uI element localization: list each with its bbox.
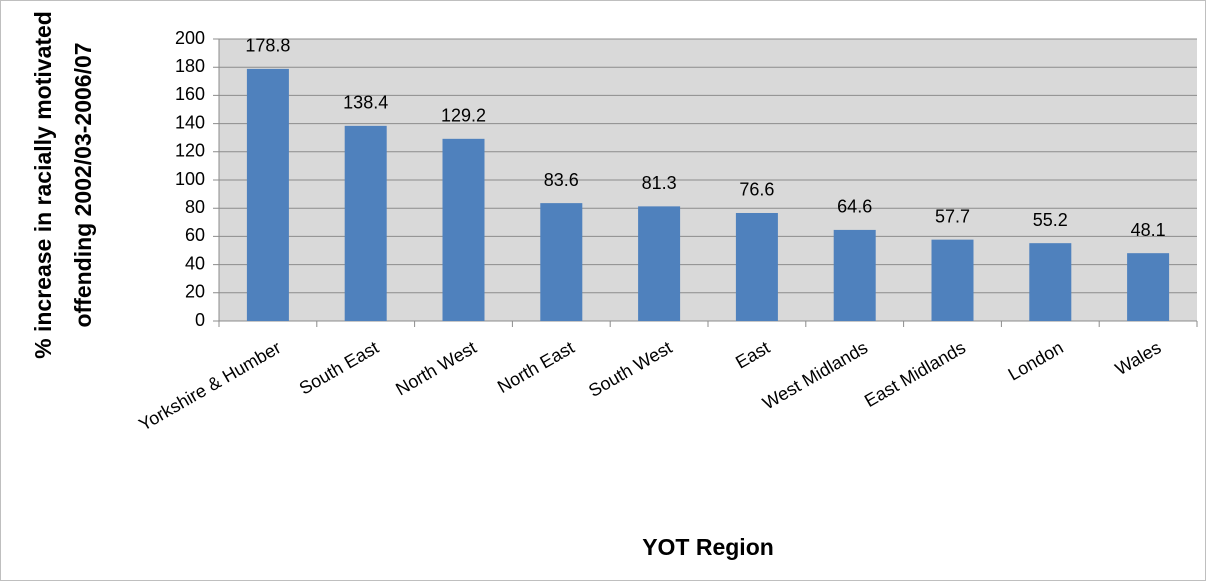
bar	[931, 239, 974, 321]
data-label: 64.6	[837, 197, 872, 217]
bar	[246, 68, 289, 321]
bar	[442, 138, 485, 321]
y-tick-label: 0	[195, 310, 205, 330]
data-label: 138.4	[343, 93, 388, 113]
data-label: 48.1	[1131, 220, 1166, 240]
y-axis-title: % increase in racially motivated	[30, 11, 56, 359]
bar	[1029, 243, 1072, 321]
y-tick-label: 100	[175, 169, 205, 189]
x-axis-title: YOT Region	[642, 534, 774, 560]
data-label: 178.8	[245, 36, 290, 56]
data-label: 81.3	[642, 173, 677, 193]
data-label: 129.2	[441, 106, 486, 126]
y-axis-title: offending 2002/03-2006/07	[70, 42, 96, 327]
y-tick-label: 140	[175, 112, 205, 132]
y-tick-label: 20	[185, 282, 205, 302]
y-tick-label: 80	[185, 197, 205, 217]
y-tick-label: 200	[175, 28, 205, 48]
data-label: 57.7	[935, 206, 970, 226]
bar	[833, 229, 876, 321]
bar	[344, 125, 387, 321]
bar	[735, 212, 778, 321]
data-label: 76.6	[739, 180, 774, 200]
bar	[540, 203, 583, 321]
data-label: 55.2	[1033, 210, 1068, 230]
y-tick-label: 40	[185, 253, 205, 273]
y-tick-label: 160	[175, 84, 205, 104]
bar	[1127, 253, 1170, 321]
y-tick-label: 120	[175, 141, 205, 161]
y-tick-label: 60	[185, 225, 205, 245]
data-label: 83.6	[544, 170, 579, 190]
y-tick-label: 180	[175, 56, 205, 76]
bar	[638, 206, 681, 321]
